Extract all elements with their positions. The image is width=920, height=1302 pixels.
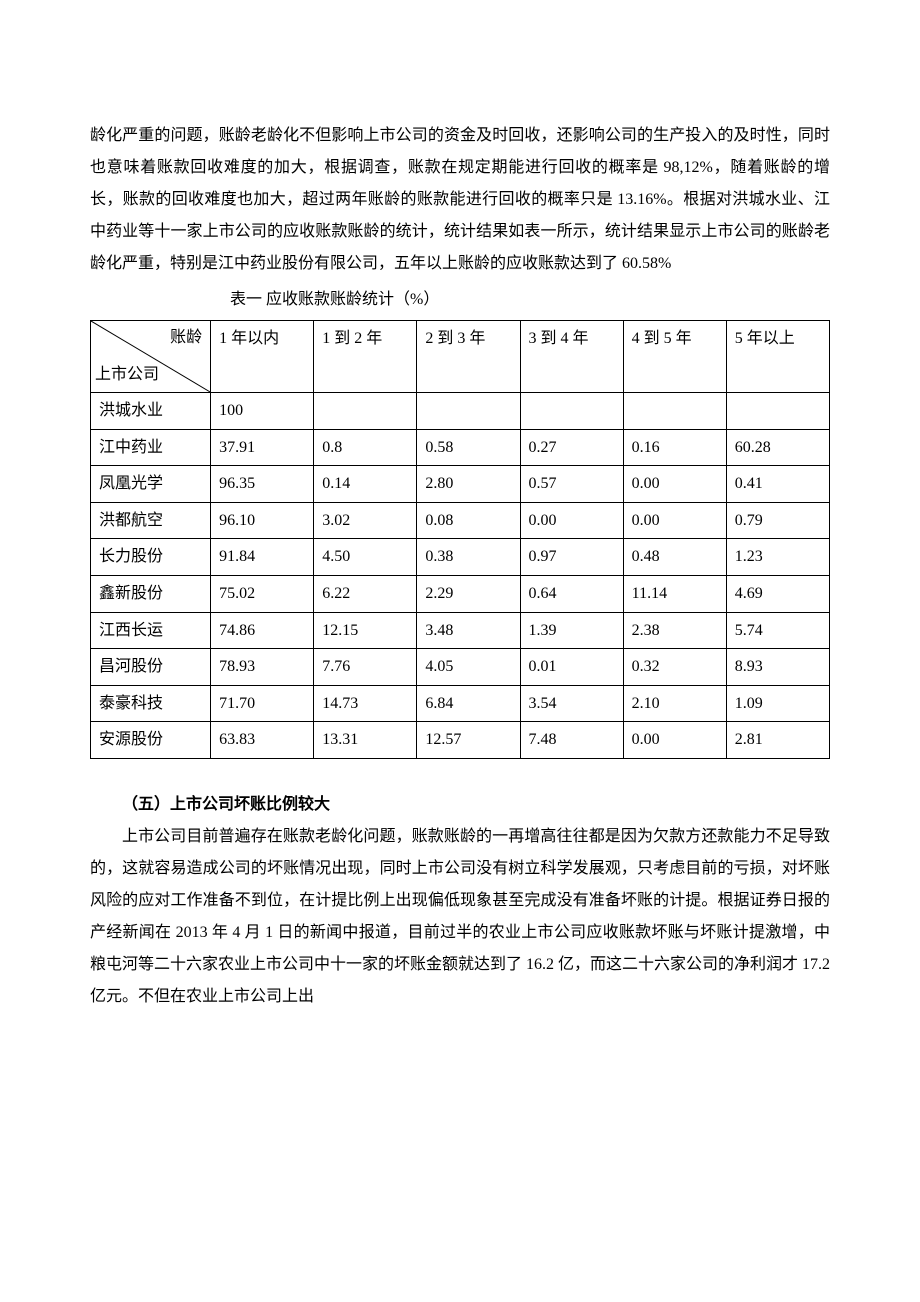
table-caption: 表一 应收账款账龄统计（%） bbox=[90, 284, 830, 316]
data-cell bbox=[623, 393, 726, 430]
data-cell: 1.09 bbox=[726, 685, 829, 722]
header-bottom-label: 上市公司 bbox=[95, 362, 159, 388]
data-cell: 71.70 bbox=[211, 685, 314, 722]
data-cell: 6.84 bbox=[417, 685, 520, 722]
data-cell: 2.81 bbox=[726, 722, 829, 759]
data-cell: 4.05 bbox=[417, 649, 520, 686]
col-header: 1 年以内 bbox=[211, 321, 314, 393]
data-cell: 1.23 bbox=[726, 539, 829, 576]
data-cell: 0.00 bbox=[520, 502, 623, 539]
data-cell: 0.57 bbox=[520, 466, 623, 503]
data-cell: 63.83 bbox=[211, 722, 314, 759]
data-cell: 0.32 bbox=[623, 649, 726, 686]
company-name-cell: 江中药业 bbox=[91, 429, 211, 466]
data-cell: 4.69 bbox=[726, 575, 829, 612]
receivables-aging-table: 账龄 上市公司 1 年以内 1 到 2 年 2 到 3 年 3 到 4 年 4 … bbox=[90, 320, 830, 759]
data-cell: 6.22 bbox=[314, 575, 417, 612]
data-cell: 0.38 bbox=[417, 539, 520, 576]
data-cell: 2.80 bbox=[417, 466, 520, 503]
data-cell: 0.08 bbox=[417, 502, 520, 539]
data-cell: 0.97 bbox=[520, 539, 623, 576]
data-cell: 4.50 bbox=[314, 539, 417, 576]
data-cell bbox=[726, 393, 829, 430]
table-row: 昌河股份78.937.764.050.010.328.93 bbox=[91, 649, 830, 686]
data-cell: 74.86 bbox=[211, 612, 314, 649]
data-cell: 96.10 bbox=[211, 502, 314, 539]
data-cell: 0.00 bbox=[623, 466, 726, 503]
company-name-cell: 凤凰光学 bbox=[91, 466, 211, 503]
col-header: 2 到 3 年 bbox=[417, 321, 520, 393]
col-header: 4 到 5 年 bbox=[623, 321, 726, 393]
col-header: 1 到 2 年 bbox=[314, 321, 417, 393]
data-cell: 91.84 bbox=[211, 539, 314, 576]
header-top-label: 账龄 bbox=[170, 325, 202, 351]
diagonal-header-cell: 账龄 上市公司 bbox=[91, 321, 211, 393]
data-cell: 0.64 bbox=[520, 575, 623, 612]
company-name-cell: 江西长运 bbox=[91, 612, 211, 649]
table-row: 泰豪科技71.7014.736.843.542.101.09 bbox=[91, 685, 830, 722]
data-cell: 100 bbox=[211, 393, 314, 430]
data-cell: 12.57 bbox=[417, 722, 520, 759]
data-cell: 2.10 bbox=[623, 685, 726, 722]
data-cell bbox=[520, 393, 623, 430]
data-cell: 60.28 bbox=[726, 429, 829, 466]
data-cell: 0.14 bbox=[314, 466, 417, 503]
table-row: 洪城水业100 bbox=[91, 393, 830, 430]
data-cell: 12.15 bbox=[314, 612, 417, 649]
data-cell: 2.29 bbox=[417, 575, 520, 612]
data-cell bbox=[314, 393, 417, 430]
col-header: 3 到 4 年 bbox=[520, 321, 623, 393]
table-row: 江西长运74.8612.153.481.392.385.74 bbox=[91, 612, 830, 649]
data-cell: 2.38 bbox=[623, 612, 726, 649]
table-row: 长力股份91.844.500.380.970.481.23 bbox=[91, 539, 830, 576]
data-cell: 13.31 bbox=[314, 722, 417, 759]
data-cell: 0.8 bbox=[314, 429, 417, 466]
data-cell: 0.00 bbox=[623, 722, 726, 759]
company-name-cell: 洪都航空 bbox=[91, 502, 211, 539]
data-cell: 0.79 bbox=[726, 502, 829, 539]
table-row: 洪都航空96.103.020.080.000.000.79 bbox=[91, 502, 830, 539]
data-cell: 37.91 bbox=[211, 429, 314, 466]
section-heading: （五）上市公司坏账比例较大 bbox=[90, 789, 830, 821]
data-cell: 5.74 bbox=[726, 612, 829, 649]
data-cell: 8.93 bbox=[726, 649, 829, 686]
table-row: 鑫新股份75.026.222.290.6411.144.69 bbox=[91, 575, 830, 612]
data-cell: 0.48 bbox=[623, 539, 726, 576]
data-cell: 0.01 bbox=[520, 649, 623, 686]
data-cell: 3.02 bbox=[314, 502, 417, 539]
company-name-cell: 昌河股份 bbox=[91, 649, 211, 686]
company-name-cell: 泰豪科技 bbox=[91, 685, 211, 722]
data-cell: 96.35 bbox=[211, 466, 314, 503]
data-cell: 3.54 bbox=[520, 685, 623, 722]
data-cell: 7.48 bbox=[520, 722, 623, 759]
data-cell: 0.58 bbox=[417, 429, 520, 466]
data-cell: 78.93 bbox=[211, 649, 314, 686]
company-name-cell: 安源股份 bbox=[91, 722, 211, 759]
col-header: 5 年以上 bbox=[726, 321, 829, 393]
company-name-cell: 洪城水业 bbox=[91, 393, 211, 430]
body-paragraph: 上市公司目前普遍存在账款老龄化问题，账款账龄的一再增高往往都是因为欠款方还款能力… bbox=[90, 821, 830, 1013]
company-name-cell: 鑫新股份 bbox=[91, 575, 211, 612]
table-header-row: 账龄 上市公司 1 年以内 1 到 2 年 2 到 3 年 3 到 4 年 4 … bbox=[91, 321, 830, 393]
data-cell: 3.48 bbox=[417, 612, 520, 649]
data-cell: 11.14 bbox=[623, 575, 726, 612]
data-cell: 1.39 bbox=[520, 612, 623, 649]
data-cell: 7.76 bbox=[314, 649, 417, 686]
data-cell bbox=[417, 393, 520, 430]
data-cell: 0.00 bbox=[623, 502, 726, 539]
data-cell: 75.02 bbox=[211, 575, 314, 612]
data-cell: 14.73 bbox=[314, 685, 417, 722]
table-row: 江中药业37.910.80.580.270.1660.28 bbox=[91, 429, 830, 466]
data-cell: 0.16 bbox=[623, 429, 726, 466]
table-row: 安源股份63.8313.3112.577.480.002.81 bbox=[91, 722, 830, 759]
data-cell: 0.27 bbox=[520, 429, 623, 466]
intro-paragraph: 龄化严重的问题，账龄老龄化不但影响上市公司的资金及时回收，还影响公司的生产投入的… bbox=[90, 120, 830, 280]
table-row: 凤凰光学96.350.142.800.570.000.41 bbox=[91, 466, 830, 503]
company-name-cell: 长力股份 bbox=[91, 539, 211, 576]
data-cell: 0.41 bbox=[726, 466, 829, 503]
